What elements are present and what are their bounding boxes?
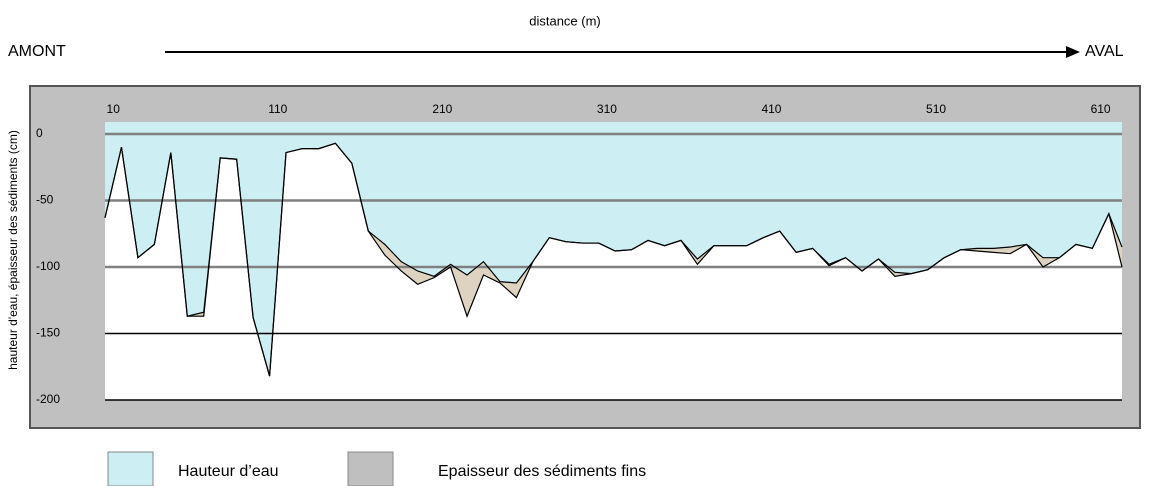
x-tick-label: 310 (597, 102, 617, 116)
x-tick-label: 110 (268, 102, 287, 116)
y-tick-label: -150 (36, 326, 60, 340)
legend-swatch (347, 451, 394, 486)
y-tick-label: -50 (36, 193, 54, 207)
y-tick-label: -100 (36, 259, 60, 273)
water-area (105, 122, 1122, 377)
x-tick-label: 10 (107, 102, 121, 116)
y-tick-label: 0 (36, 126, 43, 140)
x-tick-label: 410 (761, 102, 781, 116)
legend-label: Epaisseur des sédiments fins (438, 463, 646, 480)
y-tick-label: -200 (36, 392, 60, 406)
x-tick-label: 510 (926, 102, 946, 116)
sediment-line (104, 142, 1123, 377)
chart-title: distance (m) (529, 13, 601, 28)
arrow-head (1066, 46, 1080, 58)
x-tick-label: 210 (432, 102, 452, 116)
x-tick-label: 610 (1091, 102, 1111, 116)
left-label: AMONT (8, 43, 66, 60)
right-label: AVAL (1085, 43, 1124, 60)
legend-label: Hauteur d’eau (178, 463, 279, 480)
y-axis-label: hauteur d'eau, épaisseur des sédiments (… (6, 130, 20, 370)
legend-swatch (107, 451, 154, 486)
